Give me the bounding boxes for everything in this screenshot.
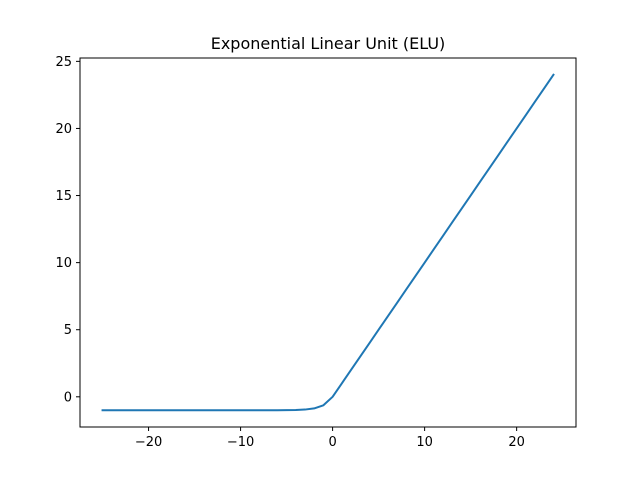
y-axis-ticks: 0 5 10 15 20 25 <box>55 55 80 405</box>
series-line-0 <box>101 73 555 412</box>
x-tick-label: 10 <box>416 435 433 450</box>
series-layer <box>101 73 555 412</box>
chart-title: Exponential Linear Unit (ELU) <box>211 34 446 53</box>
x-tick-label: 0 <box>328 435 336 450</box>
y-tick-label: 15 <box>55 189 72 204</box>
y-tick-label: 25 <box>55 55 72 70</box>
axes-frame <box>79 57 577 428</box>
x-axis-ticks: −20 −10 0 10 20 <box>135 427 525 450</box>
y-tick-label: 0 <box>64 390 72 405</box>
x-tick-label: −10 <box>227 435 254 450</box>
x-tick-label: −20 <box>135 435 162 450</box>
y-tick-label: 5 <box>64 323 72 338</box>
y-tick-label: 20 <box>55 122 72 137</box>
x-tick-label: 20 <box>508 435 525 450</box>
y-tick-label: 10 <box>55 256 72 271</box>
